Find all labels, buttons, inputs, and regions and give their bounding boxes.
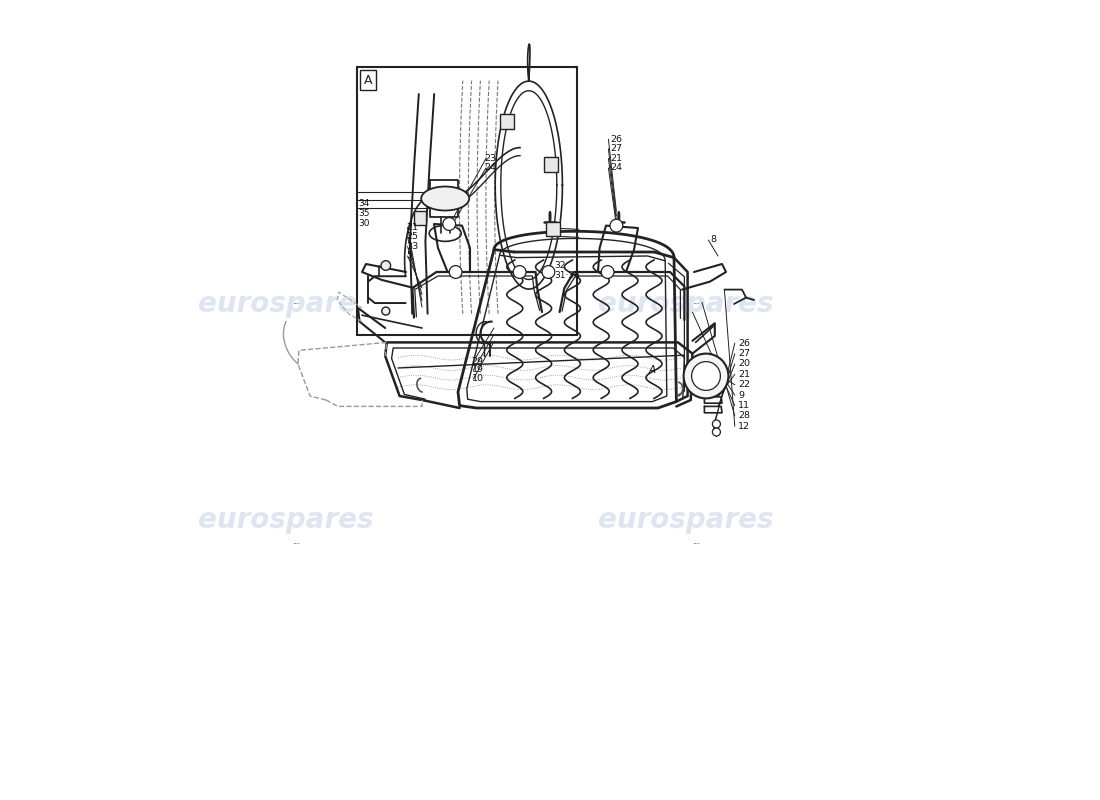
Circle shape [382,307,389,315]
Text: 28: 28 [738,411,750,421]
Circle shape [602,266,614,278]
Text: 25: 25 [406,232,418,242]
Text: 24: 24 [610,163,621,173]
Text: 35: 35 [358,209,370,218]
Circle shape [683,354,728,398]
Circle shape [514,266,526,278]
Circle shape [381,261,390,270]
Text: 21: 21 [610,154,621,163]
Text: 8: 8 [710,235,716,245]
Text: 32: 32 [554,261,565,270]
Text: #c8d4e8: #c8d4e8 [694,543,701,544]
Text: 26: 26 [610,134,621,144]
Text: 21: 21 [406,222,418,232]
Circle shape [713,428,721,436]
Ellipse shape [421,186,470,210]
Bar [499,114,514,129]
Bar [543,158,558,172]
Text: 20: 20 [738,359,750,369]
Text: 33: 33 [406,242,418,251]
Text: #c8d4e8: #c8d4e8 [294,543,300,544]
Text: 29: 29 [472,357,484,366]
Text: A: A [364,74,372,86]
Circle shape [542,266,554,278]
Circle shape [713,420,721,428]
Bar [546,222,560,236]
Text: 24: 24 [484,163,496,173]
Text: 27: 27 [738,349,750,358]
Text: 30: 30 [358,219,370,229]
Text: 21: 21 [738,370,750,379]
Text: 10: 10 [472,374,484,383]
Text: 23: 23 [484,154,496,163]
Text: 31·36: 31·36 [554,270,580,280]
Text: eurospares: eurospares [598,506,773,534]
Text: 34: 34 [358,199,370,209]
Bar [358,67,578,335]
Circle shape [610,219,623,232]
Circle shape [443,218,455,230]
Text: eurospares: eurospares [198,506,374,534]
Text: 11: 11 [738,401,750,410]
Text: 12: 12 [738,422,750,431]
Text: eurospares: eurospares [198,290,374,318]
Text: eurospares: eurospares [598,290,773,318]
Text: 26: 26 [738,338,750,348]
Circle shape [449,266,462,278]
Text: 5: 5 [406,251,412,261]
Text: #c8d4e8: #c8d4e8 [294,303,300,304]
Text: 22: 22 [738,380,750,390]
Text: A: A [648,365,656,374]
Circle shape [692,362,720,390]
Text: 19: 19 [472,365,484,374]
Text: #c8d4e8: #c8d4e8 [694,303,701,304]
Bar [414,211,427,226]
Text: 27: 27 [610,144,621,154]
Text: 9: 9 [738,390,744,400]
